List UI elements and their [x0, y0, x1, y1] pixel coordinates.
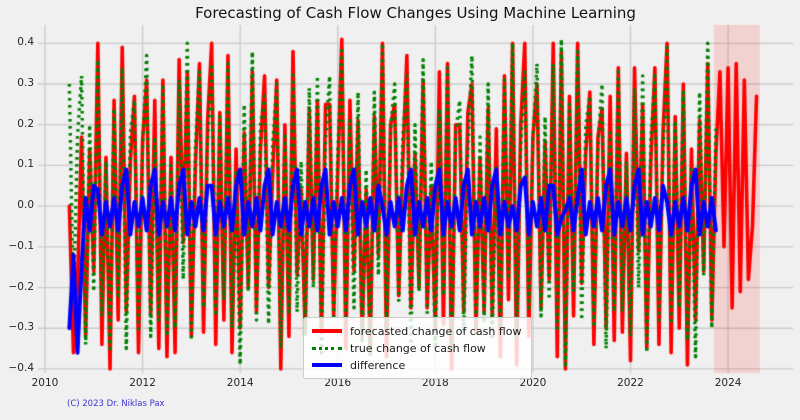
y-tick-label: 0.2 — [17, 117, 34, 130]
red-line-sample-icon — [312, 329, 342, 333]
legend-item-true: true change of cash flow — [312, 341, 521, 355]
y-tick-label: −0.1 — [8, 239, 35, 252]
blue-line-sample-icon — [312, 363, 342, 367]
legend-label-true: true change of cash flow — [350, 341, 486, 355]
y-tick-label: 0.3 — [17, 77, 34, 90]
legend-label-forecast: forecasted change of cash flow — [350, 324, 522, 338]
legend-item-difference: difference — [312, 358, 521, 372]
legend-label-difference: difference — [350, 358, 406, 372]
green-dotted-line-sample-icon — [312, 346, 342, 350]
y-tick-label: −0.3 — [8, 321, 35, 334]
x-tick-label: 2022 — [617, 377, 644, 389]
y-tick-label: 0.0 — [17, 199, 34, 212]
y-tick-label: 0.1 — [17, 158, 34, 171]
x-tick-label: 2016 — [324, 377, 352, 389]
y-tick-label: −0.2 — [8, 280, 35, 293]
copyright-text: (C) 2023 Dr. Niklas Pax — [67, 399, 165, 409]
x-tick-label: 2012 — [129, 377, 156, 389]
y-tick-label: −0.4 — [8, 361, 35, 374]
x-tick-label: 2024 — [714, 377, 742, 389]
chart-legend: forecasted change of cash flow true chan… — [303, 317, 533, 379]
y-tick-label: 0.4 — [17, 36, 34, 49]
legend-item-forecast: forecasted change of cash flow — [312, 324, 521, 338]
x-tick-label: 2014 — [226, 377, 254, 389]
x-tick-label: 2010 — [31, 377, 59, 389]
x-tick-label: 2018 — [421, 377, 449, 389]
x-tick-label: 2020 — [519, 377, 547, 389]
chart-title: Forecasting of Cash Flow Changes Using M… — [195, 4, 636, 22]
